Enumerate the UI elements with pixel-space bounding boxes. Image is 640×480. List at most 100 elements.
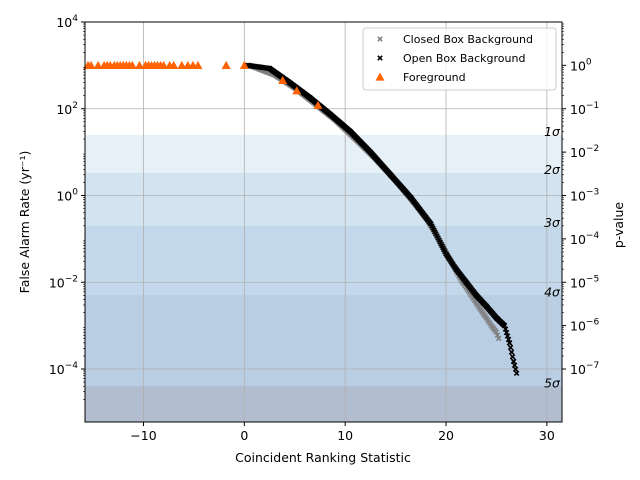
- x-marker: [347, 128, 353, 135]
- x-axis: −10 0 10 20 30: [130, 422, 555, 443]
- triangle-marker: [127, 60, 137, 69]
- x-marker-stroke: [513, 370, 520, 376]
- x-marker-stroke: [347, 128, 353, 135]
- x-marker: [428, 221, 434, 227]
- plot-frame: [84, 21, 563, 423]
- x-marker: [463, 279, 469, 286]
- legend-box: [362, 27, 557, 91]
- x-marker: [407, 194, 414, 201]
- x-tick-label: 30: [539, 428, 555, 443]
- x-marker: [509, 353, 516, 360]
- x-marker: [505, 336, 512, 343]
- triangle-marker: [221, 60, 231, 69]
- x-marker-stroke: [367, 149, 374, 155]
- x-marker-stroke: [504, 333, 511, 339]
- data-points: [83, 60, 520, 376]
- x-marker: [494, 332, 501, 338]
- x-marker: [453, 266, 459, 272]
- x-tick-label: 0: [240, 428, 248, 443]
- x-marker-stroke: [443, 251, 449, 257]
- x-marker-stroke: [507, 344, 514, 351]
- y-tick-label: 102: [56, 101, 78, 117]
- x-marker-stroke: [407, 194, 414, 201]
- x-marker: [510, 358, 517, 365]
- x-marker-stroke: [377, 55, 383, 61]
- x-tick-label: −10: [130, 428, 156, 443]
- x-marker: [513, 370, 520, 376]
- legend-label: Open Box Background: [403, 52, 525, 65]
- x-marker: [286, 79, 293, 86]
- x-marker: [501, 322, 508, 329]
- x-marker-stroke: [493, 315, 500, 321]
- x-marker: [508, 349, 515, 355]
- x-marker: [495, 335, 502, 342]
- x-tick-label: 10: [337, 428, 353, 443]
- x-marker: [307, 94, 313, 101]
- sigma-labels: 1σ 2σ 3σ 4σ 5σ: [544, 124, 561, 390]
- x-marker-stroke: [286, 79, 293, 86]
- x-marker: [266, 65, 273, 72]
- x-marker: [506, 340, 513, 346]
- x-marker-stroke: [510, 358, 517, 365]
- triangle-marker: [86, 60, 96, 69]
- x-marker: [504, 333, 511, 339]
- sigma-label: 4σ: [544, 284, 561, 299]
- legend-label: Foreground: [403, 71, 466, 84]
- x-marker-stroke: [453, 266, 459, 272]
- triangle-marker: [177, 60, 187, 69]
- x-marker-stroke: [505, 336, 512, 343]
- series-foreground: [83, 60, 323, 109]
- x-marker-stroke: [502, 326, 509, 332]
- triangle-marker: [278, 75, 288, 85]
- sigma-label: 3σ: [544, 215, 561, 230]
- triangle-marker: [159, 60, 169, 69]
- right-tick-label: 10−1: [570, 101, 599, 117]
- right-tick-label: 10−6: [570, 318, 599, 334]
- x-marker: [502, 326, 509, 332]
- x-marker: [377, 36, 383, 42]
- x-marker-stroke: [377, 36, 383, 42]
- sigma-bands: [85, 134, 562, 423]
- x-marker-stroke: [327, 111, 333, 117]
- triangle-marker: [313, 100, 323, 109]
- triangle-marker: [169, 60, 179, 69]
- sigma-label: 1σ: [544, 124, 561, 139]
- x-marker-stroke: [483, 303, 490, 309]
- x-marker-stroke: [511, 362, 518, 369]
- x-marker: [367, 149, 374, 155]
- x-marker-stroke: [512, 366, 519, 373]
- x-marker-stroke: [463, 279, 469, 286]
- x-marker: [473, 292, 480, 299]
- x-marker: [512, 366, 519, 373]
- x-marker-stroke: [503, 329, 510, 336]
- triangle-marker: [292, 86, 302, 95]
- x-marker: [493, 315, 500, 321]
- triangle-marker: [239, 60, 249, 69]
- x-marker: [507, 344, 514, 351]
- x-marker: [483, 303, 490, 309]
- right-tick-label: 10−2: [570, 144, 599, 160]
- x-marker: [387, 172, 394, 178]
- y-axis-right: 100 10−1 10−2 10−3 10−4 10−5 10−6 10−7: [562, 23, 599, 377]
- legend: Closed Box Background Open Box Background…: [362, 27, 557, 91]
- right-tick-label: 10−7: [570, 361, 599, 377]
- right-tick-label: 10−4: [570, 231, 599, 247]
- x-marker-stroke: [307, 94, 313, 101]
- sigma-band: [85, 386, 562, 422]
- x-marker: [377, 55, 383, 61]
- triangle-marker: [93, 60, 103, 69]
- y-tick-label: 10−4: [49, 361, 78, 377]
- x-marker-stroke: [387, 172, 394, 178]
- y-tick-label: 104: [56, 14, 78, 30]
- right-tick-label: 10−3: [570, 188, 599, 204]
- triangle-marker: [134, 60, 144, 69]
- series-open-box-background: [244, 62, 520, 376]
- triangle-marker: [375, 72, 385, 81]
- x-marker-stroke: [428, 221, 434, 227]
- x-marker-stroke: [494, 332, 501, 338]
- sigma-label: 2σ: [544, 162, 561, 177]
- y-axis-left: 10−4 10−2 100 102 104: [49, 14, 85, 400]
- x-marker-stroke: [473, 292, 480, 299]
- x-marker-stroke: [266, 65, 273, 72]
